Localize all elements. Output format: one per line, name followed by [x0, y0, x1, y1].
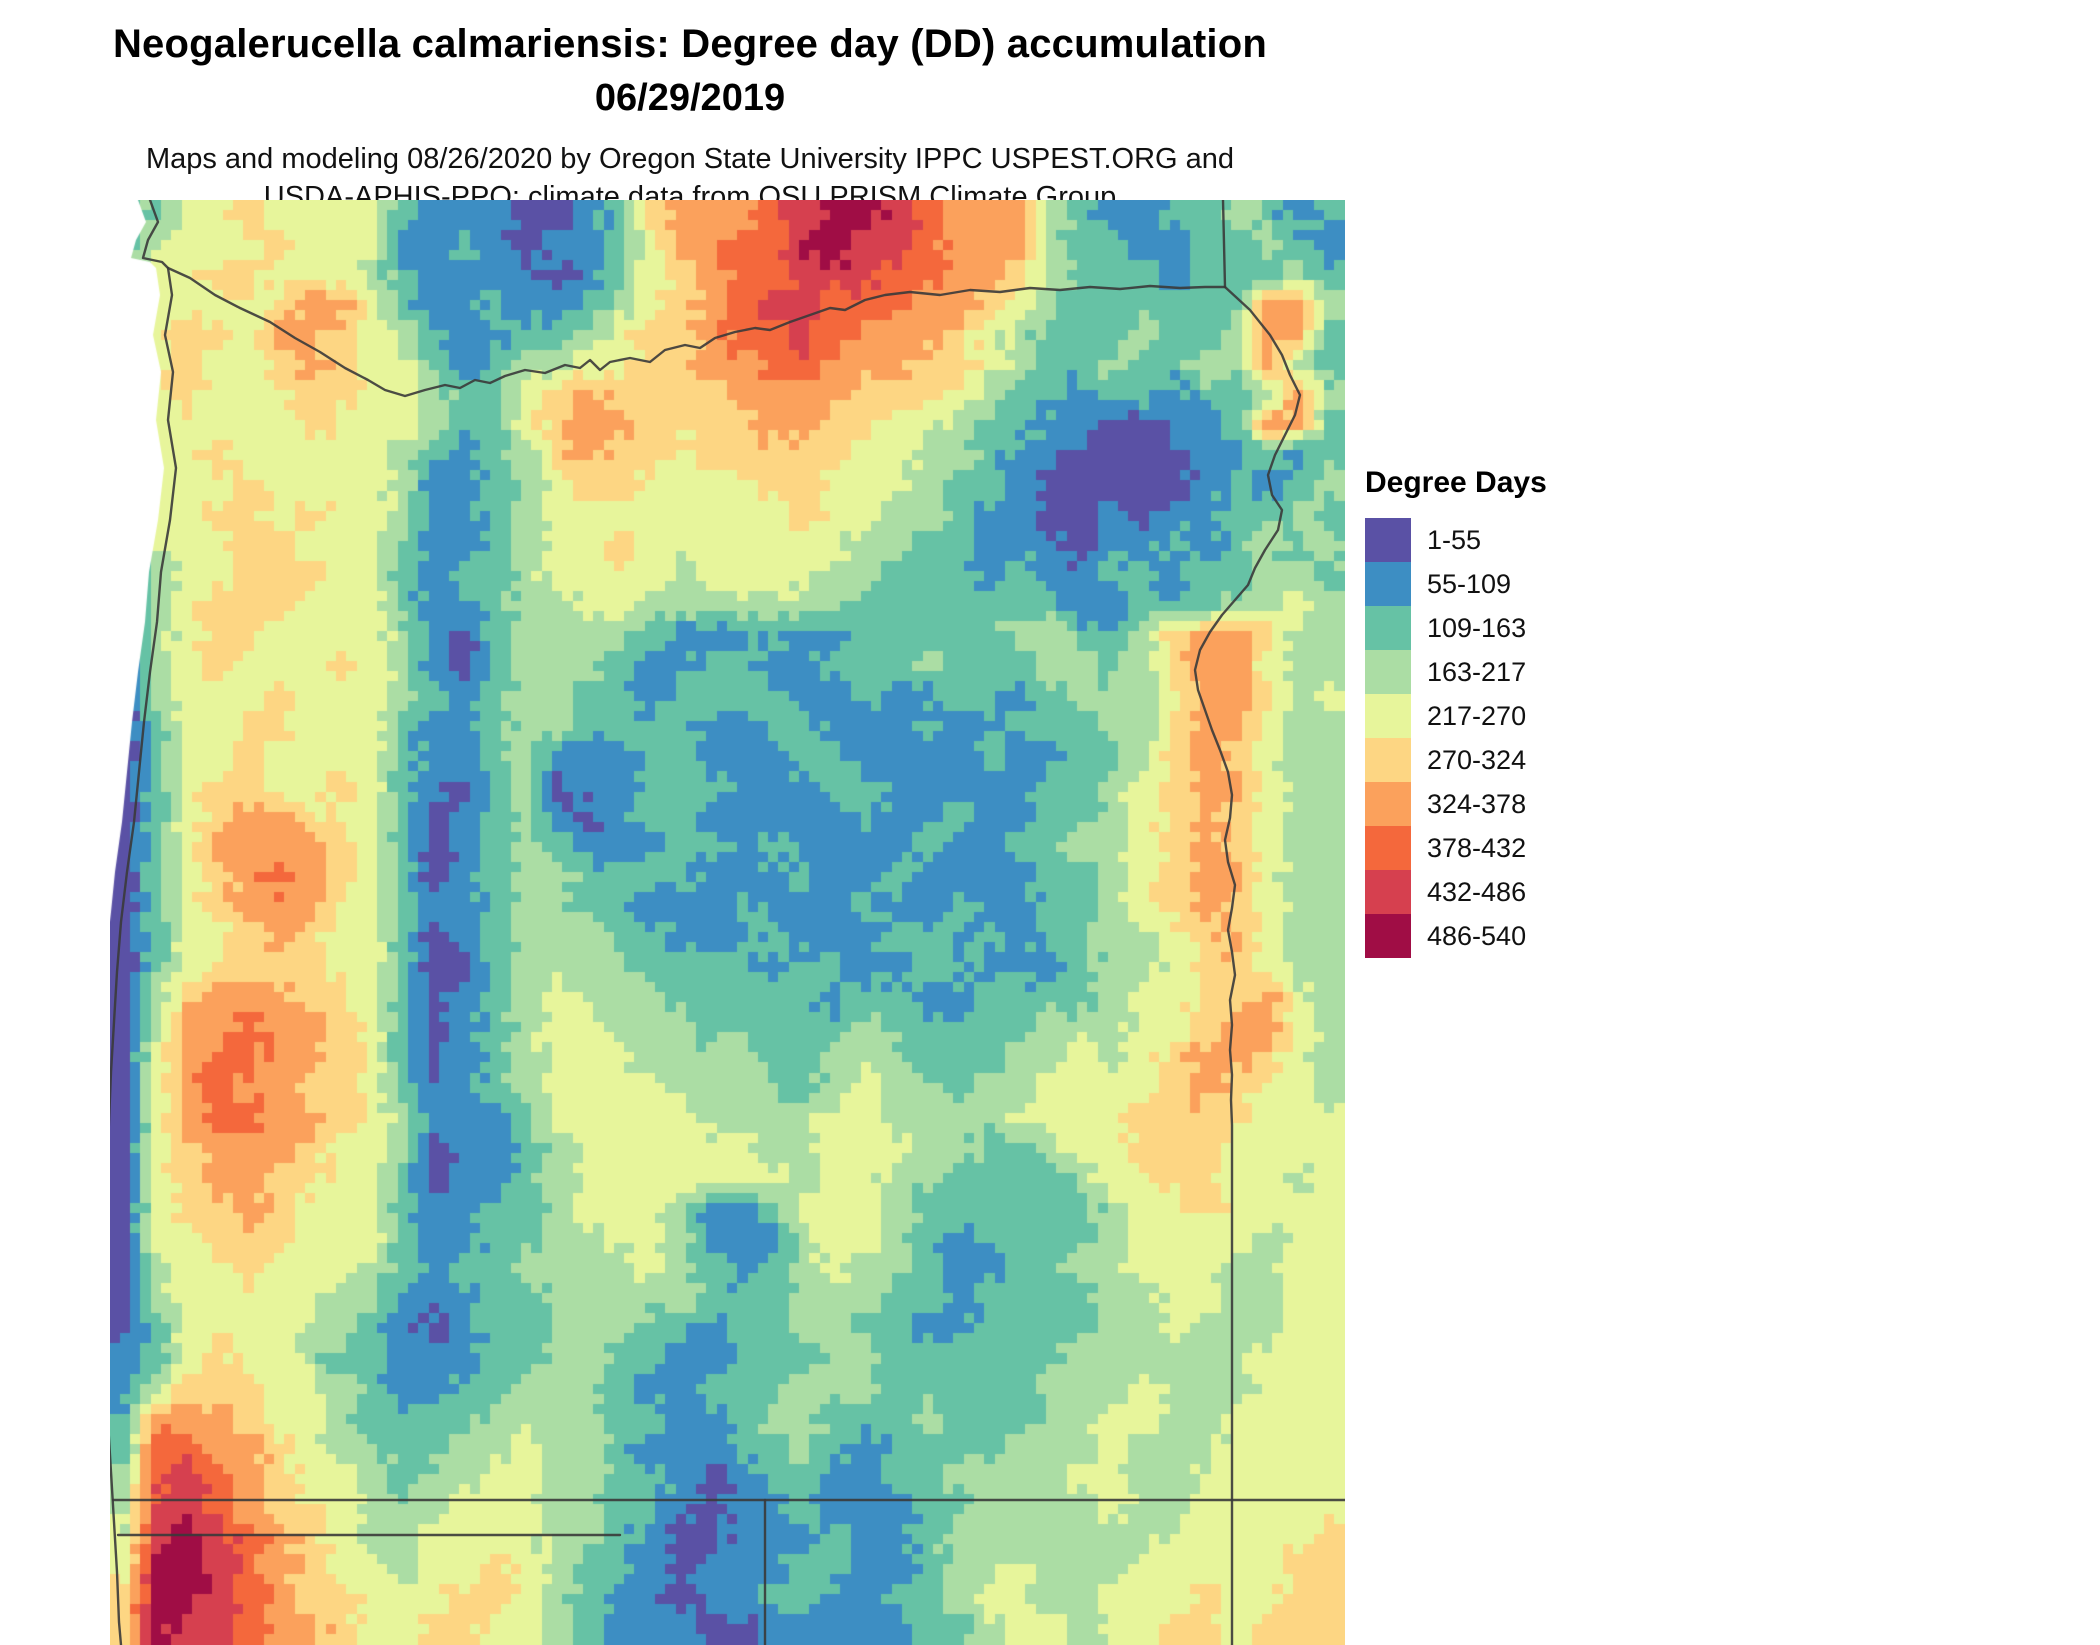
legend-swatch [1365, 694, 1411, 738]
legend-swatch [1365, 518, 1411, 562]
legend-label: 270-324 [1427, 744, 1527, 775]
legend-label: 217-270 [1427, 700, 1527, 731]
legend-label: 378-432 [1427, 832, 1527, 863]
subtitle-line-1: Maps and modeling 08/26/2020 by Oregon S… [145, 143, 1235, 175]
legend-title: Degree Days [1365, 466, 1547, 499]
legend-label: 163-217 [1427, 656, 1527, 687]
legend-item: 109-163 [1365, 606, 1595, 650]
legend-item: 486-540 [1365, 914, 1595, 958]
legend-swatch [1365, 782, 1411, 826]
legend-item: 163-217 [1365, 650, 1595, 694]
legend-item: 1-55 [1365, 518, 1595, 562]
legend-swatch [1365, 606, 1411, 650]
figure-title: Neogalerucella calmariensis: Degree day … [112, 22, 1268, 66]
figure-header: Neogalerucella calmariensis: Degree day … [0, 22, 1380, 217]
legend-item: 324-378 [1365, 782, 1595, 826]
legend-swatch [1365, 650, 1411, 694]
legend-label: 55-109 [1427, 568, 1512, 599]
legend-label: 324-378 [1427, 788, 1527, 819]
legend-item: 55-109 [1365, 562, 1595, 606]
legend-items: 1-55 55-109 109-163 163-217 217-270 270-… [1365, 518, 1595, 958]
legend-label: 432-486 [1427, 876, 1527, 907]
figure-subtitle: Maps and modeling 08/26/2020 by Oregon S… [0, 140, 1380, 217]
degree-day-map [110, 200, 1345, 1645]
legend-swatch [1365, 738, 1411, 782]
legend-swatch [1365, 562, 1411, 606]
legend-label: 486-540 [1427, 920, 1527, 951]
legend-label: 109-163 [1427, 612, 1527, 643]
figure-date: 06/29/2019 [594, 77, 786, 119]
legend-swatch [1365, 826, 1411, 870]
legend-swatch [1365, 914, 1411, 958]
legend-item: 217-270 [1365, 694, 1595, 738]
legend: Degree Days 1-55 55-109 109-163 163-217 … [1365, 466, 1595, 958]
legend-swatch [1365, 870, 1411, 914]
legend-item: 378-432 [1365, 826, 1595, 870]
legend-label: 1-55 [1427, 524, 1482, 555]
legend-item: 270-324 [1365, 738, 1595, 782]
raster-heatmap [110, 200, 1345, 1645]
legend-item: 432-486 [1365, 870, 1595, 914]
